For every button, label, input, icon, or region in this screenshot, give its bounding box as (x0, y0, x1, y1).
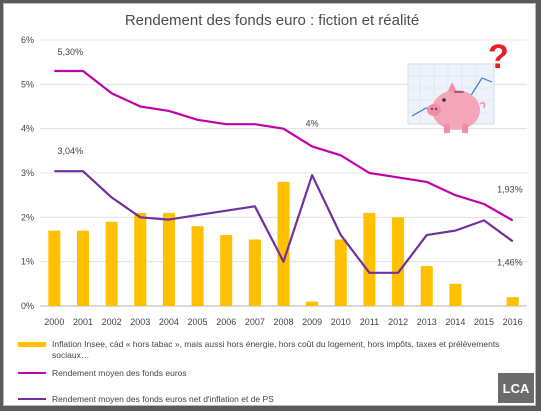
x-tick-label: 2006 (216, 317, 236, 327)
x-tick-label: 2012 (388, 317, 408, 327)
inflation-bars (48, 181, 519, 306)
x-tick-label: 2011 (360, 317, 379, 327)
legend-label-net: Rendement moyen des fonds euros net d'in… (52, 394, 274, 404)
x-tick-label: 2013 (417, 317, 437, 327)
data-label: 1,93% (497, 184, 523, 194)
legend-swatch-inflation (18, 342, 46, 347)
x-tick-label: 2004 (159, 317, 179, 327)
bar (449, 283, 462, 306)
chart: Rendement des fonds euro : fiction et ré… (18, 12, 534, 404)
bar (162, 212, 175, 306)
piggy-bank-with-question-mark-icon: ? (407, 38, 509, 133)
data-label: 4% (306, 118, 319, 128)
data-label: 3,04% (58, 146, 84, 156)
x-tick-label: 2016 (503, 317, 523, 327)
logo-text: LCA (503, 381, 530, 396)
y-tick-label: 5% (21, 79, 34, 89)
y-tick-label: 1% (21, 257, 34, 267)
bar (105, 221, 118, 306)
y-tick-label: 6% (21, 35, 34, 45)
bar (48, 230, 61, 306)
bar (277, 181, 290, 306)
data-label: 5,30% (58, 47, 84, 57)
bar (134, 212, 147, 306)
y-tick-label: 3% (21, 168, 34, 178)
series-line-fonds-euros (54, 69, 514, 222)
y-axis: 0% 1% 2% 3% 4% 5% 6% (21, 35, 34, 311)
x-tick-label: 2003 (130, 317, 150, 327)
bar (506, 297, 519, 306)
bar (420, 266, 433, 306)
legend-label-inflation: Inflation Insee, càd « hors tabac », mai… (52, 339, 502, 360)
bar (76, 230, 89, 306)
legend: Inflation Insee, càd « hors tabac », mai… (18, 339, 502, 404)
bar (392, 217, 405, 306)
x-tick-label: 2001 (73, 317, 93, 327)
x-tick-label: 2002 (102, 317, 122, 327)
x-tick-label: 2010 (331, 317, 351, 327)
bar (363, 212, 376, 306)
data-labels: 5,30% 3,04% 4% 1,93% 1,46% (58, 47, 523, 267)
x-tick-label: 2009 (302, 317, 322, 327)
y-tick-label: 0% (21, 301, 34, 311)
x-tick-label: 2014 (445, 317, 465, 327)
y-tick-label: 4% (21, 124, 34, 134)
bar (191, 226, 204, 306)
lca-logo: LCA (498, 373, 534, 403)
x-tick-label: 2005 (188, 317, 208, 327)
series-lines (54, 69, 514, 274)
question-mark-icon: ? (488, 38, 509, 76)
bar (220, 235, 233, 306)
x-tick-label: 2008 (273, 317, 293, 327)
bar (248, 239, 261, 306)
x-tick-label: 2015 (474, 317, 494, 327)
bar (334, 239, 347, 306)
chart-frame: Rendement des fonds euro : fiction et ré… (3, 3, 536, 406)
bar (306, 301, 319, 306)
legend-label-fonds-euros: Rendement moyen des fonds euros (52, 368, 187, 378)
x-tick-label: 2007 (245, 317, 265, 327)
data-label: 1,46% (497, 257, 523, 267)
x-axis: 2000 2001 2002 2003 2004 2005 2006 2007 2008 2009… (44, 317, 522, 327)
series-line-net (54, 170, 514, 274)
chart-title: Rendement des fonds euro : fiction et ré… (125, 12, 419, 29)
y-tick-label: 2% (21, 212, 34, 222)
x-tick-label: 2000 (44, 317, 64, 327)
